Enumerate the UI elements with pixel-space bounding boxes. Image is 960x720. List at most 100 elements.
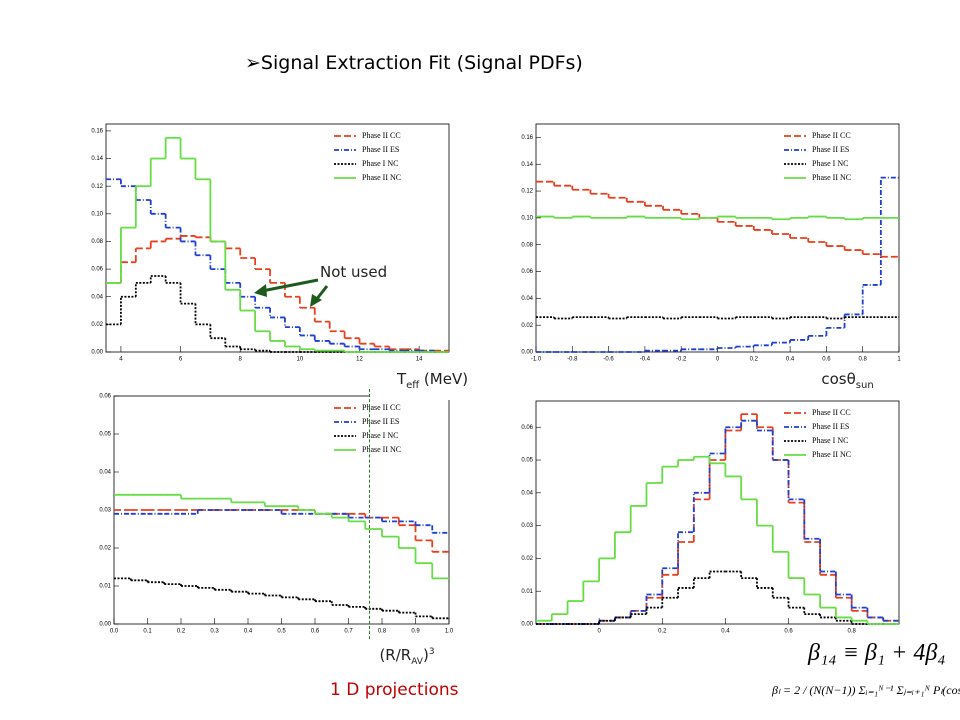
plot-frame <box>535 123 900 353</box>
chart-panel: 0.00 0.02 0.04 0.06 0.08 0.10 0.12 0.14 0.16 -1.0… <box>521 123 901 363</box>
y-tick-label: 0.00 <box>521 350 533 356</box>
chart-panel: 0.00 0.01 0.02 0.03 0.04 0.05 0.06 0.0 0.1 0.2 0.3… <box>99 394 454 635</box>
legend-label: Phase II CC <box>362 131 401 140</box>
x-tick-label: 0.2 <box>658 629 667 635</box>
plot-frame <box>535 400 900 625</box>
arrow-head <box>310 294 322 307</box>
legend-label: Phase II NC <box>812 450 851 459</box>
legend-label: Phase II ES <box>362 417 399 426</box>
y-tick-label: 0.00 <box>99 622 111 628</box>
x-tick-label: 0.6 <box>311 629 320 635</box>
legend-label: Phase II CC <box>812 131 851 140</box>
x-tick-label: 0.2 <box>177 629 186 635</box>
legend-label: Phase I NC <box>812 159 848 168</box>
y-tick-label: 0.01 <box>99 584 111 590</box>
y-tick-label: 0.02 <box>521 556 533 562</box>
x-tick-label: 0.6 <box>822 357 831 363</box>
legend-label: Phase I NC <box>362 159 398 168</box>
y-tick-label: 0.04 <box>99 470 111 476</box>
y-tick-label: 0.14 <box>521 162 533 168</box>
footer: 1 D projections <box>330 680 459 700</box>
x-tick-label: -0.6 <box>603 357 614 363</box>
x-tick-label: 0.2 <box>750 357 759 363</box>
x-tick-label: -0.2 <box>676 357 687 363</box>
x-tick-label: 0.0 <box>110 629 119 635</box>
annotation: Not used <box>320 263 388 281</box>
legend-label: Phase I NC <box>362 431 398 440</box>
x-tick-label: 0.4 <box>244 629 253 635</box>
title-text: Signal Extraction Fit (Signal PDFs) <box>260 52 583 74</box>
y-tick-label: 0.04 <box>91 294 103 300</box>
cut-line <box>369 389 370 639</box>
x-tick-label: 10 <box>297 357 304 363</box>
y-tick-label: 0.08 <box>91 239 103 245</box>
formula: β₁₄ ≡ β₁ + 4β₄ <box>808 640 946 666</box>
y-tick-label: 0.06 <box>99 394 111 400</box>
y-tick-label: 0.16 <box>91 128 103 134</box>
legend-label: Phase II CC <box>812 408 851 417</box>
legend-label: Phase I NC <box>812 436 848 445</box>
y-tick-label: 0.12 <box>91 184 103 190</box>
x-tick-label: 0.3 <box>210 629 219 635</box>
y-tick-label: 0.00 <box>521 622 533 628</box>
x-tick-label: 0.8 <box>847 629 856 635</box>
x-tick-label: 0.8 <box>859 357 868 363</box>
plot-frame <box>105 123 450 353</box>
y-tick-label: 0.03 <box>521 523 533 529</box>
x-tick-label: 14 <box>416 357 423 363</box>
x-tick-label: -1.0 <box>531 357 542 363</box>
arrows <box>254 278 329 307</box>
legend-label: Phase II NC <box>362 173 401 182</box>
legend-label: Phase II NC <box>812 173 851 182</box>
x-axis-label: cosθsun <box>790 365 905 400</box>
y-tick-label: 0.14 <box>91 156 103 162</box>
y-tick-label: 0.03 <box>99 508 111 514</box>
y-tick-label: 0.10 <box>521 215 533 221</box>
y-tick-label: 0.08 <box>521 242 533 248</box>
x-tick-label: 0.4 <box>786 357 795 363</box>
x-tick-label: 0.8 <box>378 629 387 635</box>
x-axis-label: (R/RAV)3 <box>372 638 442 676</box>
legend-label: Phase II CC <box>362 403 401 412</box>
x-tick-label: 0.5 <box>277 629 286 635</box>
slide-title: ➢Signal Extraction Fit (Signal PDFs) <box>245 52 583 74</box>
legend-label: Phase II ES <box>812 145 849 154</box>
x-tick-label: -0.4 <box>640 357 651 363</box>
x-tick-label: 0.6 <box>784 629 793 635</box>
x-tick-label: 0 <box>597 629 601 635</box>
y-tick-label: 0.02 <box>91 322 103 328</box>
x-tick-label: 0.9 <box>411 629 420 635</box>
x-tick-label: 1 <box>897 357 901 363</box>
x-tick-label: -0.8 <box>567 357 578 363</box>
y-tick-label: 0.06 <box>91 267 103 273</box>
x-tick-label: 8 <box>239 357 243 363</box>
arrow-head <box>254 284 267 297</box>
x-tick-label: 0.7 <box>344 629 353 635</box>
chart-panel: 0.00 0.01 0.02 0.03 0.04 0.05 0.06 0 0.2 0.4 0.6 0.… <box>521 400 900 635</box>
x-tick-label: 12 <box>356 357 363 363</box>
y-tick-label: 0.01 <box>521 589 533 595</box>
y-tick-label: 0.02 <box>521 323 533 329</box>
x-tick-label: 6 <box>179 357 183 363</box>
y-tick-label: 0.05 <box>99 432 111 438</box>
arrow <box>261 278 319 293</box>
y-tick-label: 0.16 <box>521 135 533 141</box>
legend-label: Phase II NC <box>362 445 401 454</box>
chart-panel: 0.00 0.02 0.04 0.06 0.08 0.10 0.12 0.14 0.16 4 6 8 1… <box>91 123 450 363</box>
y-tick-label: 0.04 <box>521 490 533 496</box>
x-tick-label: 0 <box>716 357 720 363</box>
y-tick-label: 0.02 <box>99 546 111 552</box>
x-axis-label: Teff (MeV) <box>370 365 495 400</box>
y-tick-label: 0.06 <box>521 269 533 275</box>
formula: βₗ = 2 / (N(N−1)) Σᵢ₌₁ᴺ⁻¹ Σⱼ₌ᵢ₊₁ᴺ Pₗ(cos… <box>772 683 960 697</box>
x-tick-label: 1.0 <box>445 629 454 635</box>
legend-label: Phase II ES <box>812 422 849 431</box>
bullet: ➢ <box>245 52 261 74</box>
y-tick-label: 0.05 <box>521 458 533 464</box>
legend-label: Phase II ES <box>362 145 399 154</box>
x-tick-label: 0.4 <box>721 629 730 635</box>
x-tick-label: 4 <box>119 357 123 363</box>
y-tick-label: 0.00 <box>91 350 103 356</box>
y-tick-label: 0.04 <box>521 296 533 302</box>
